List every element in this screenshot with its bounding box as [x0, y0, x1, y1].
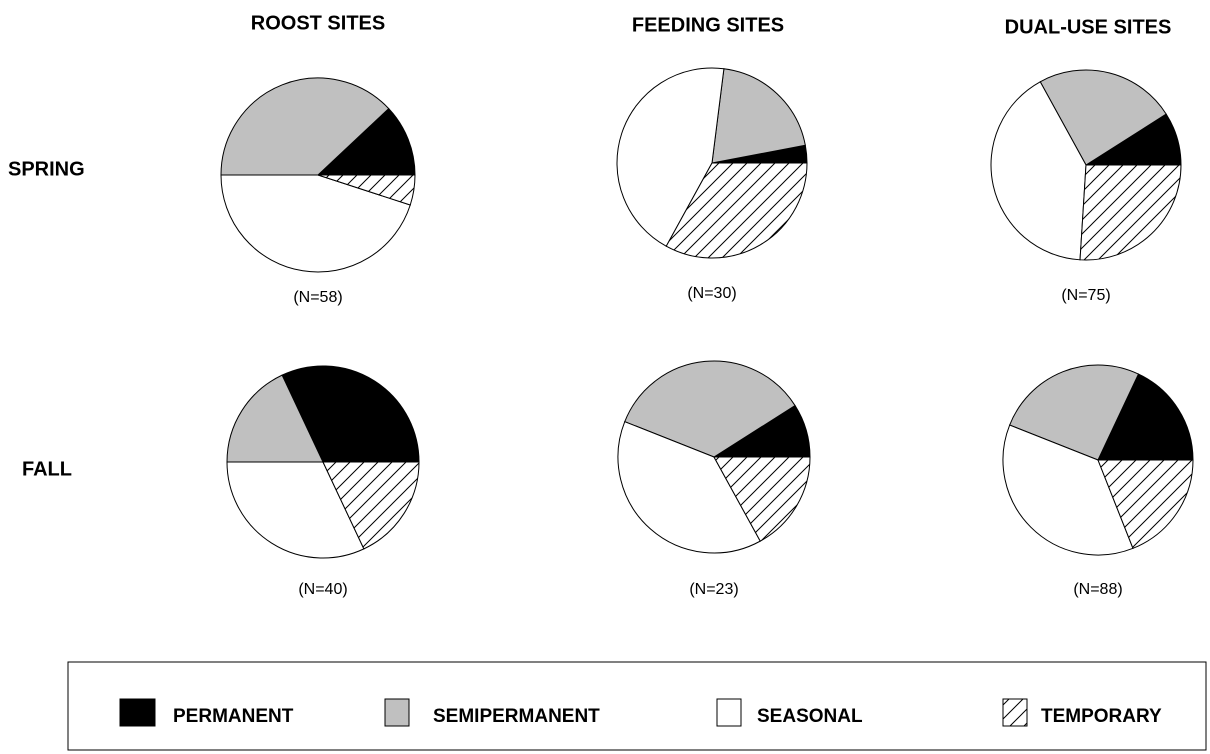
pie-slice: [617, 421, 761, 554]
row-label: FALL: [22, 458, 72, 480]
pie-slice: [1039, 69, 1167, 166]
pie-slice: [322, 461, 420, 550]
sample-size: (N=88): [1073, 581, 1122, 598]
sample-size: (N=23): [689, 581, 738, 598]
pie-slice: [220, 174, 411, 273]
pie-slice: [711, 68, 806, 164]
column-title: DUAL-USE SITES: [1005, 16, 1172, 38]
pie-slice: [624, 360, 796, 458]
pie-slice: [616, 67, 725, 247]
sample-size: (N=75): [1061, 287, 1110, 304]
pie-slice: [1097, 459, 1194, 549]
legend-swatch: [119, 698, 156, 727]
legend-swatch: [1002, 698, 1028, 727]
pie-slice: [713, 456, 811, 542]
legend-label: SEASONAL: [757, 706, 863, 727]
legend-swatch: [384, 698, 410, 727]
pie-slice: [220, 77, 390, 176]
legend-label: TEMPORARY: [1041, 706, 1162, 727]
pie-slice: [990, 81, 1087, 261]
column-title: ROOST SITES: [251, 12, 385, 34]
sample-size: (N=40): [298, 581, 347, 598]
pie-slice: [1097, 373, 1194, 461]
pie-slice: [665, 162, 808, 259]
row-label: SPRING: [8, 158, 85, 180]
legend-swatch: [716, 698, 742, 727]
pie-slice: [317, 174, 416, 206]
sample-size: (N=30): [687, 285, 736, 302]
pie-slice: [226, 374, 324, 463]
pie-slice: [1002, 424, 1134, 556]
legend-label: SEMIPERMANENT: [433, 706, 600, 727]
pie-slice: [316, 107, 416, 176]
sample-size: (N=58): [293, 289, 342, 306]
column-title: FEEDING SITES: [632, 14, 784, 36]
pie-slice: [281, 365, 420, 463]
legend-box: [67, 661, 1207, 751]
pie-slice: [226, 461, 365, 559]
pie-slice: [1079, 164, 1182, 261]
legend-label: PERMANENT: [173, 706, 294, 727]
pie-slice: [1009, 364, 1140, 461]
